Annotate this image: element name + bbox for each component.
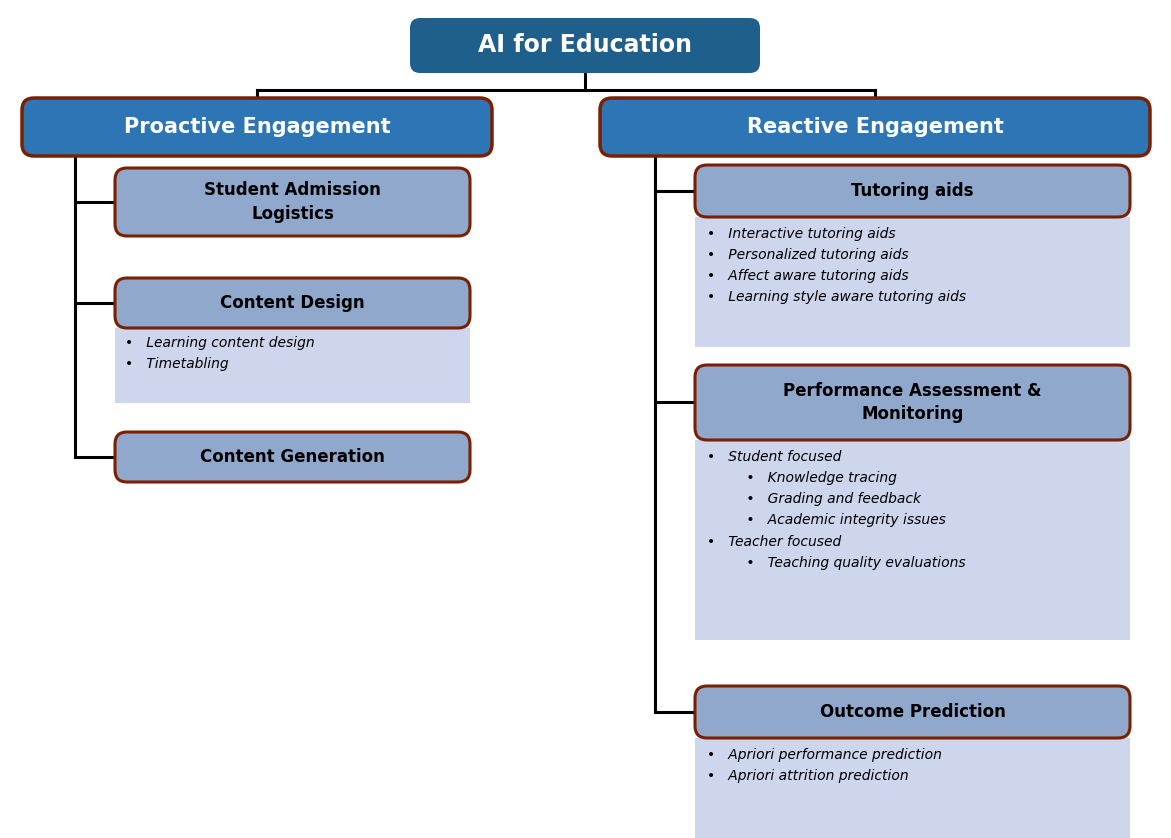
FancyBboxPatch shape — [410, 18, 760, 73]
FancyBboxPatch shape — [696, 165, 1130, 217]
FancyBboxPatch shape — [696, 686, 1130, 738]
Text: Content Generation: Content Generation — [200, 448, 385, 466]
FancyBboxPatch shape — [696, 365, 1130, 440]
Text: Student Admission
Logistics: Student Admission Logistics — [204, 181, 381, 223]
Text: Proactive Engagement: Proactive Engagement — [124, 117, 390, 137]
Text: •   Student focused
         •   Knowledge tracing
         •   Grading and feed: • Student focused • Knowledge tracing • … — [707, 450, 966, 570]
FancyBboxPatch shape — [600, 98, 1150, 156]
Text: Performance Assessment &
Monitoring: Performance Assessment & Monitoring — [783, 381, 1042, 423]
Bar — [696, 738, 1130, 838]
Text: •   Learning content design
•   Timetabling: • Learning content design • Timetabling — [125, 336, 315, 370]
FancyBboxPatch shape — [115, 278, 470, 328]
Text: •   Interactive tutoring aids
•   Personalized tutoring aids
•   Affect aware tu: • Interactive tutoring aids • Personaliz… — [707, 227, 966, 304]
Bar — [115, 328, 470, 403]
Bar — [696, 217, 1130, 347]
Text: AI for Education: AI for Education — [478, 34, 692, 58]
Text: •   Apriori performance prediction
•   Apriori attrition prediction: • Apriori performance prediction • Aprio… — [707, 748, 941, 784]
Text: Outcome Prediction: Outcome Prediction — [820, 703, 1006, 721]
FancyBboxPatch shape — [115, 168, 470, 236]
Bar — [696, 440, 1130, 640]
Text: Tutoring aids: Tutoring aids — [851, 182, 974, 200]
Text: Content Design: Content Design — [220, 294, 365, 312]
FancyBboxPatch shape — [22, 98, 492, 156]
FancyBboxPatch shape — [115, 432, 470, 482]
Text: Reactive Engagement: Reactive Engagement — [747, 117, 1004, 137]
